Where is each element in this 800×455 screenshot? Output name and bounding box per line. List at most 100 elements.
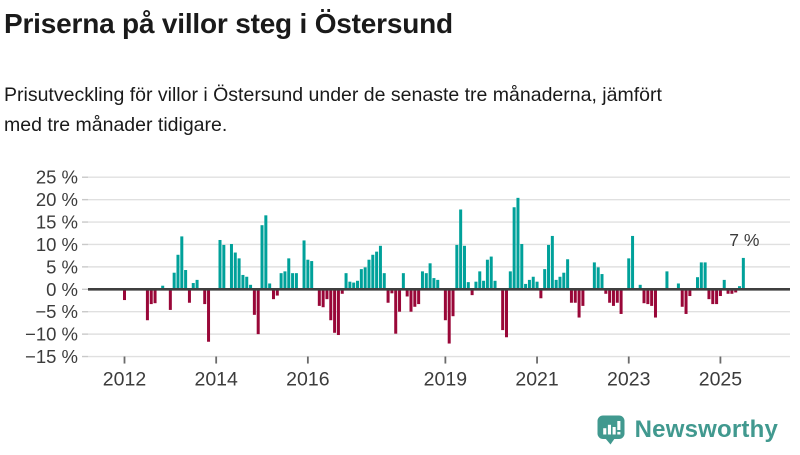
bar-2013-11 — [207, 289, 211, 342]
bar-2012-09 — [153, 289, 157, 304]
bar-2018-06 — [417, 289, 421, 305]
bar-2021-02 — [539, 289, 543, 299]
bar-2021-10 — [569, 289, 573, 303]
bar-2023-05 — [642, 289, 646, 304]
bar-2018-07 — [420, 271, 424, 290]
bar-2020-06 — [508, 271, 512, 290]
bar-2014-12 — [256, 289, 260, 335]
x-tick-label: 2019 — [424, 369, 467, 391]
bar-2016-02 — [310, 261, 314, 290]
y-tick-label: 10 % — [36, 234, 78, 255]
bar-2018-02 — [401, 273, 405, 290]
bar-2015-01 — [260, 225, 264, 290]
bar-2024-05 — [688, 289, 692, 297]
bar-2018-11 — [436, 279, 440, 290]
bar-2021-03 — [543, 269, 547, 290]
bar-2016-06 — [325, 289, 329, 300]
bar-2015-09 — [291, 273, 295, 290]
bar-2017-11 — [390, 289, 394, 294]
bar-2024-12 — [715, 289, 719, 305]
bar-2014-11 — [252, 289, 256, 315]
bar-2017-01 — [352, 282, 356, 290]
bar-2014-09 — [245, 276, 249, 290]
bar-2022-09 — [611, 289, 615, 306]
y-tick-label: −10 % — [25, 324, 78, 345]
y-tick-label: 25 % — [36, 167, 78, 188]
bar-2016-04 — [317, 289, 321, 306]
bar-2018-10 — [432, 278, 436, 290]
bar-2025-07 — [741, 257, 745, 290]
x-tick-label: 2014 — [194, 369, 238, 391]
bar-2013-01 — [168, 289, 172, 310]
newsworthy-logo[interactable]: Newsworthy — [597, 415, 778, 445]
chart-subtitle: Prisutveckling för villor i Östersund un… — [4, 84, 662, 136]
bar-2024-10 — [707, 289, 711, 300]
bar-2019-02 — [447, 289, 451, 344]
bar-2012-08 — [149, 289, 153, 305]
bar-2021-06 — [554, 279, 558, 290]
bar-2016-10 — [340, 289, 344, 294]
bar-2014-05 — [229, 244, 233, 290]
bar-2015-04 — [271, 289, 275, 300]
y-tick-label: 15 % — [36, 212, 78, 233]
bar-2022-10 — [615, 289, 619, 303]
bar-2015-07 — [283, 271, 287, 290]
newsworthy-chart-bubble-icon — [597, 415, 625, 445]
bar-2025-04 — [730, 289, 734, 294]
bar-2019-11 — [482, 280, 486, 290]
bar-2017-07 — [375, 251, 379, 290]
x-tick-label: 2012 — [103, 369, 146, 391]
bar-2021-12 — [577, 289, 581, 318]
bar-2023-11 — [665, 271, 669, 290]
bar-2024-07 — [696, 277, 699, 290]
bar-2022-07 — [604, 289, 608, 294]
bar-2013-06 — [187, 289, 191, 303]
x-tick-label: 2023 — [607, 369, 650, 391]
bar-2025-06 — [738, 286, 742, 290]
bar-2014-02 — [218, 239, 222, 290]
bar-2021-07 — [558, 276, 562, 290]
bar-2016-09 — [336, 289, 340, 336]
x-tick-label: 2021 — [515, 369, 558, 391]
bar-2024-08 — [699, 262, 703, 290]
bar-2015-03 — [268, 283, 272, 290]
bar-2020-12 — [531, 276, 535, 290]
bar-2019-05 — [459, 209, 463, 290]
bar-2024-03 — [680, 289, 684, 307]
bar-2018-08 — [424, 273, 428, 290]
bar-2022-04 — [592, 262, 596, 290]
bar-2015-02 — [264, 215, 268, 290]
bar-2021-04 — [547, 244, 551, 290]
bar-2014-03 — [222, 244, 226, 290]
bar-2019-04 — [455, 244, 459, 290]
bar-2017-12 — [394, 289, 398, 334]
bar-2024-02 — [676, 283, 680, 290]
bar-2016-08 — [333, 289, 337, 333]
bar-2021-01 — [535, 281, 539, 290]
bar-2012-07 — [145, 289, 149, 321]
bar-2020-01 — [489, 256, 493, 290]
bar-2023-06 — [646, 289, 650, 305]
bar-2018-05 — [413, 289, 417, 307]
bar-2016-12 — [348, 281, 352, 290]
bar-2013-04 — [180, 236, 184, 290]
bar-2013-10 — [203, 289, 207, 305]
bar-2019-01 — [443, 289, 447, 321]
bar-2016-01 — [306, 259, 310, 290]
bar-2017-09 — [382, 273, 386, 290]
bar-2016-11 — [344, 273, 348, 290]
bar-2019-06 — [462, 245, 466, 290]
y-tick-label: 0 % — [46, 279, 78, 300]
bar-2022-08 — [608, 289, 612, 303]
bar-2018-01 — [398, 289, 402, 312]
bar-2012-01 — [123, 289, 126, 301]
bar-2020-08 — [516, 197, 520, 290]
bar-2014-10 — [249, 284, 253, 290]
bar-2012-11 — [161, 285, 165, 290]
bar-2019-08 — [470, 289, 474, 296]
bar-2019-03 — [451, 289, 455, 317]
bar-2018-03 — [405, 289, 409, 297]
bar-2015-12 — [302, 240, 306, 290]
